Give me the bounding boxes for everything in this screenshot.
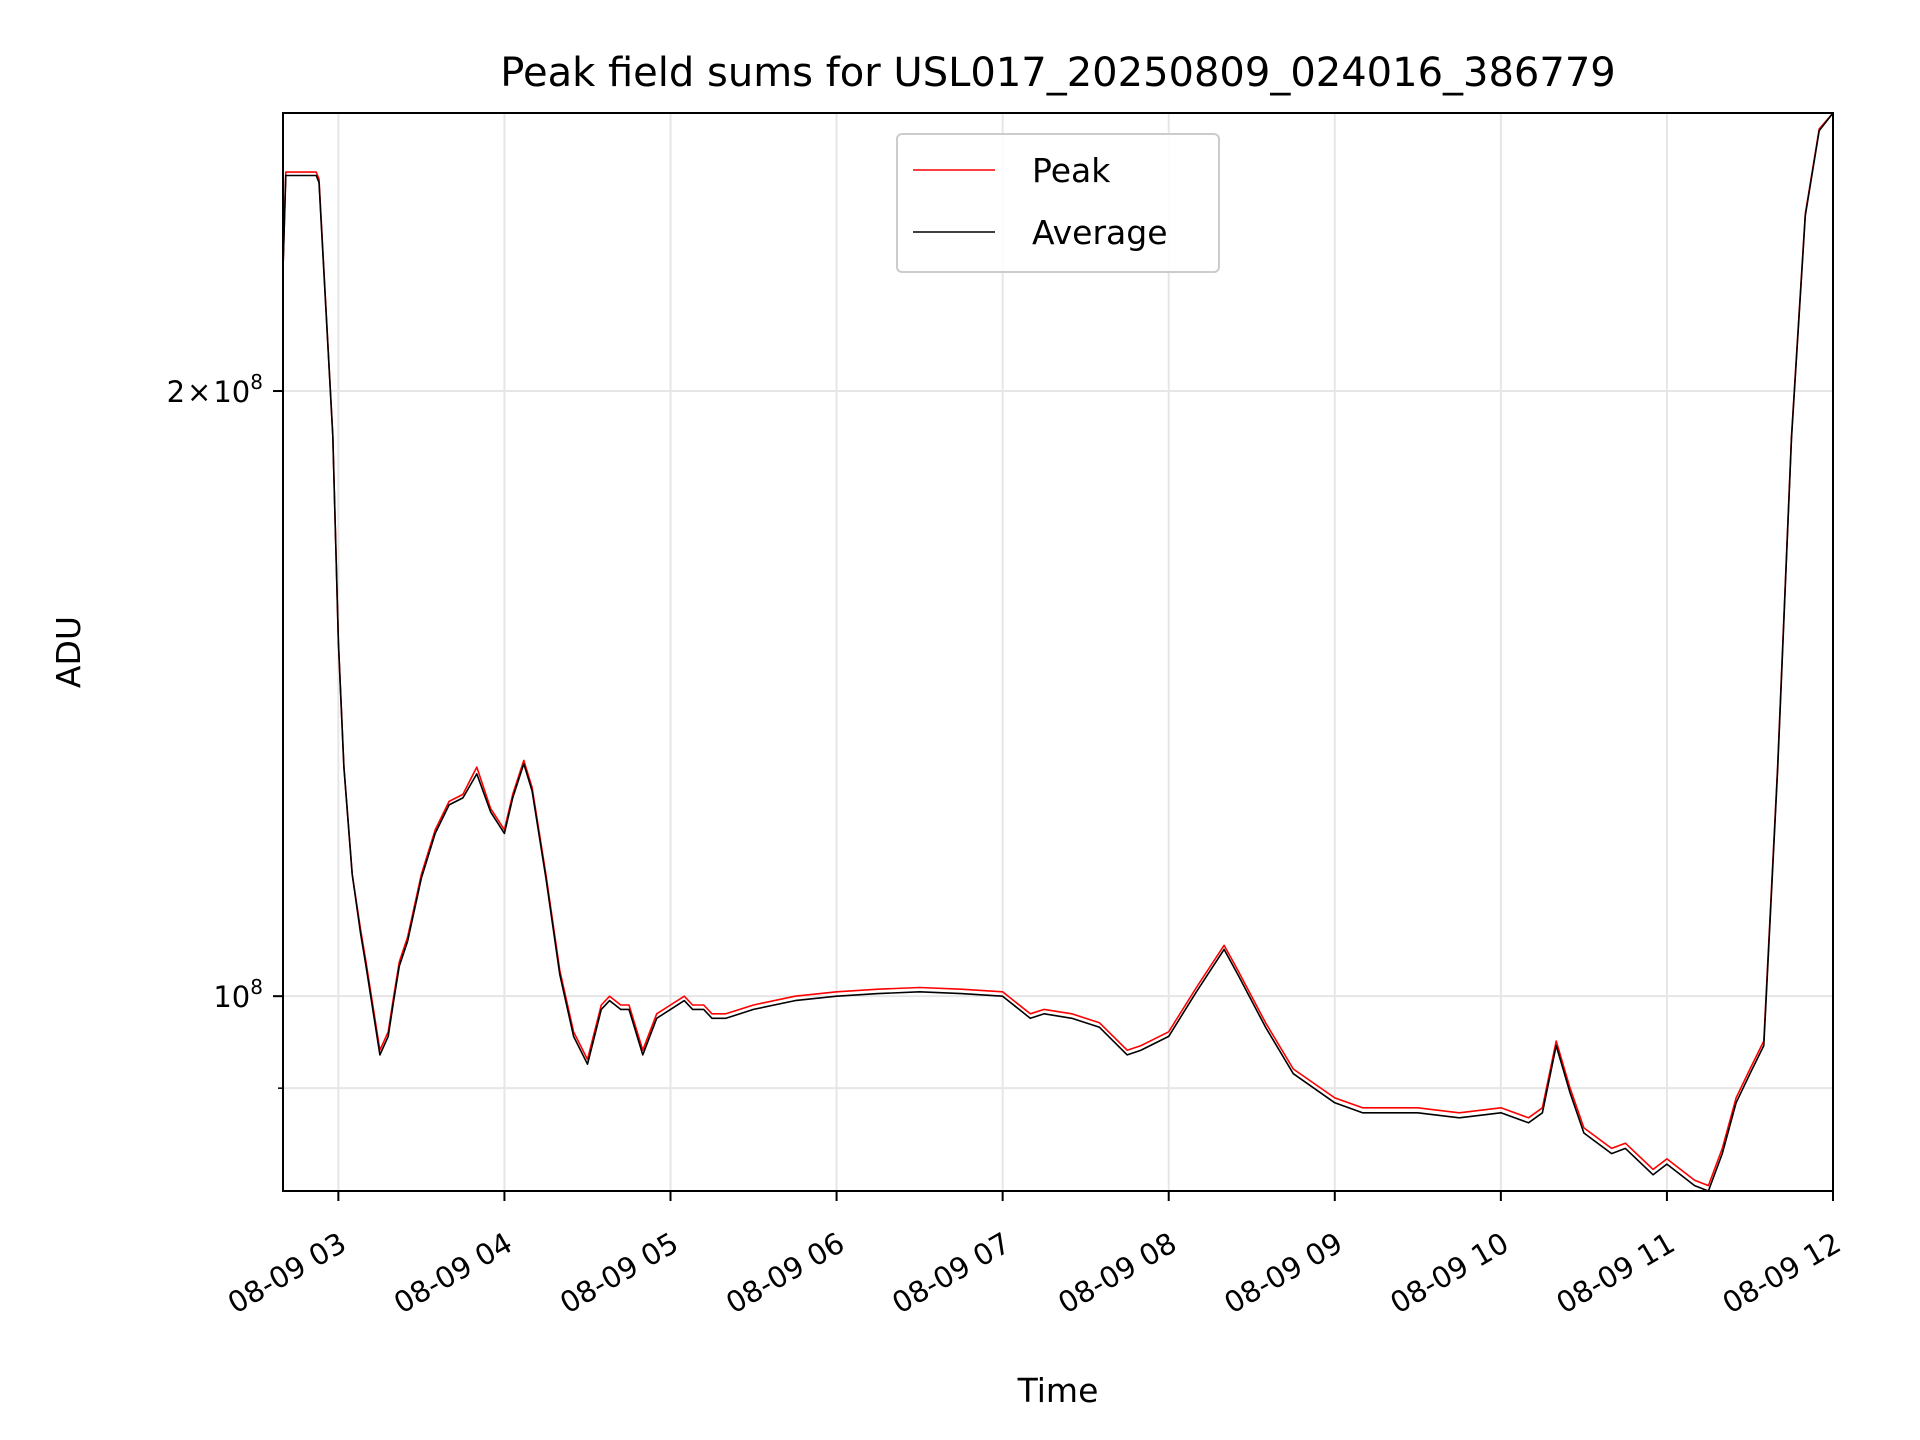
series-layer: [282, 112, 1834, 1192]
y-tick-exponent: 8: [250, 975, 263, 999]
y-tick-coefficient: 2: [167, 375, 185, 409]
legend-label-peak: Peak: [1032, 151, 1111, 190]
legend-box: [896, 133, 1220, 273]
legend: Peak Average: [896, 133, 1220, 273]
y-axis-label: ADU: [49, 616, 88, 688]
plot-frame: [282, 112, 1834, 1192]
y-tick-base: 10: [213, 375, 250, 409]
y-tick-times: ×: [187, 375, 211, 409]
y-tick-exponent: 8: [250, 370, 263, 394]
y-tick-base: 10: [213, 980, 250, 1014]
legend-label-average: Average: [1032, 213, 1168, 252]
x-axis-label: Time: [1017, 1371, 1099, 1410]
series-line-peak: [282, 112, 1834, 1187]
series-line-average: [282, 112, 1834, 1192]
chart-title: Peak field sums for USL017_20250809_0240…: [500, 50, 1615, 96]
y-tick-label-2e8: 2×108: [167, 370, 263, 409]
y-tick-label-1e8: 108: [213, 975, 263, 1014]
